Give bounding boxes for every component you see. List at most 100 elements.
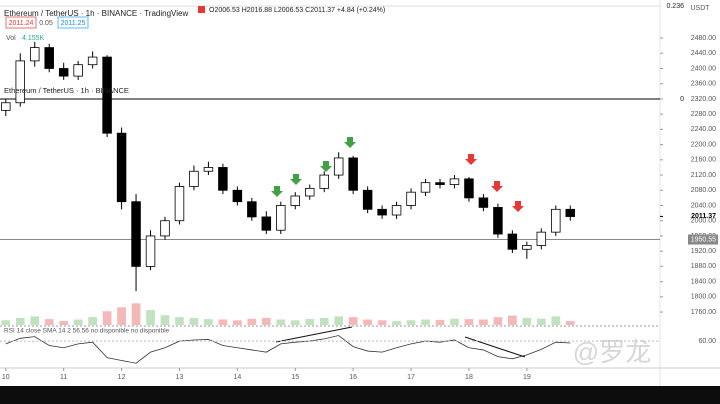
level-label: 0 — [680, 96, 684, 103]
volume-bar — [319, 317, 329, 325]
candle-body — [145, 235, 156, 267]
candle-body — [290, 195, 301, 206]
volume-bar — [73, 319, 83, 325]
plot — [0, 5, 660, 364]
y-tick-label: 2000.00 — [691, 218, 716, 225]
status-icon — [198, 6, 205, 13]
volume-bar — [117, 307, 126, 325]
candle-body — [261, 216, 272, 231]
trend-line — [464, 336, 526, 358]
candle-body — [276, 205, 286, 231]
y-tick-label: 2200.00 — [691, 141, 716, 148]
quote-box — [57, 16, 89, 29]
volume-bar — [435, 319, 445, 325]
volume-bar — [30, 316, 40, 325]
volume-bar — [479, 319, 488, 325]
x-tick-label: 11 — [60, 374, 67, 381]
candle-body — [304, 187, 315, 197]
volume-bar — [15, 317, 25, 325]
volume-bar — [421, 319, 430, 325]
volume-bar — [392, 321, 401, 325]
candle-body — [189, 170, 199, 187]
x-tick-label: 16 — [349, 374, 357, 381]
candle-body — [391, 205, 402, 216]
candle-body — [333, 157, 344, 176]
candle-body — [87, 56, 98, 66]
y-tick-label: 2440.00 — [691, 50, 716, 57]
candle-body — [449, 178, 460, 185]
y-tick-label: 1800.00 — [691, 294, 716, 301]
candle-body — [218, 167, 228, 191]
volume-value: 4.155K — [22, 35, 45, 42]
y-tick-label: 2480.00 — [691, 35, 716, 42]
level-label: 0.236 — [666, 3, 684, 10]
y-tick-label: 2280.00 — [691, 111, 716, 118]
level-label-box — [688, 234, 718, 245]
rsi-label: RSI 14 close SMA 14 2 56.56 no disponibl… — [4, 328, 170, 335]
volume-bar — [536, 318, 546, 325]
candle-body — [551, 208, 561, 233]
volume-bar — [102, 311, 112, 325]
y-tick-label: 2040.00 — [691, 202, 716, 209]
volume-bar — [218, 319, 228, 325]
candle-body — [565, 208, 576, 217]
candle-body — [435, 182, 445, 185]
volume-bar — [131, 303, 141, 325]
x-tick-label: 13 — [176, 374, 184, 381]
rsi-tick-label: 60.00 — [698, 338, 716, 345]
candle-body — [464, 178, 474, 199]
candle-body — [377, 208, 387, 216]
volume-bar — [508, 315, 517, 325]
volume-bar — [450, 318, 459, 325]
volume-bar — [305, 319, 315, 325]
y-tick-label: 2240.00 — [691, 126, 716, 133]
volume-bar — [261, 317, 271, 325]
annotations — [271, 137, 526, 358]
buy-arrow — [320, 161, 332, 172]
buy-arrow — [344, 137, 356, 148]
x-tick-label: 15 — [291, 374, 299, 381]
candle-body — [58, 68, 69, 77]
last-price-label: 2011.37 — [691, 213, 716, 220]
rsi-line — [5, 335, 571, 364]
trend-line — [275, 326, 353, 343]
y-tick-label: 2080.00 — [691, 187, 716, 194]
candle-body — [131, 201, 141, 267]
volume-bar — [146, 310, 155, 325]
x-tick-label: 17 — [407, 374, 415, 381]
volume-bar — [522, 317, 532, 325]
buy-arrow — [290, 174, 302, 185]
candle-body — [73, 64, 83, 77]
candle-body — [493, 207, 503, 235]
y-tick-label: 2160.00 — [691, 157, 716, 164]
y-tick-label: 2360.00 — [691, 81, 716, 88]
y-tick-label: 1760.00 — [691, 309, 716, 316]
volume-bar — [88, 317, 97, 325]
volume-bar — [44, 319, 54, 325]
x-tick-label: 10 — [2, 374, 10, 381]
candle-body — [174, 186, 185, 222]
chart-title: Ethereum / TetherUS · 1h · BINANCE — [4, 86, 129, 95]
x-tick-label: 14 — [233, 374, 241, 381]
volume-bar — [363, 319, 372, 325]
volume-bar — [59, 321, 69, 325]
candle-body — [522, 245, 532, 250]
candle-body — [319, 174, 329, 189]
watermark: @罗龙 — [573, 337, 651, 367]
y-tick-label: 1880.00 — [691, 263, 716, 270]
volume-label: Vol — [6, 35, 16, 42]
volume-bar — [334, 316, 344, 325]
x-tick-label: 12 — [118, 374, 126, 381]
taskbar — [0, 386, 720, 404]
volume-bar — [348, 317, 358, 325]
candle-body — [15, 60, 26, 104]
volume-bar — [175, 317, 184, 325]
volume-bar — [160, 315, 170, 325]
candle-body — [29, 47, 40, 62]
volume-bar — [290, 320, 300, 325]
volume-bar — [1, 320, 11, 325]
candle-body — [406, 191, 416, 206]
y-tick-label: 2120.00 — [691, 172, 716, 179]
volume-bar — [565, 321, 575, 325]
